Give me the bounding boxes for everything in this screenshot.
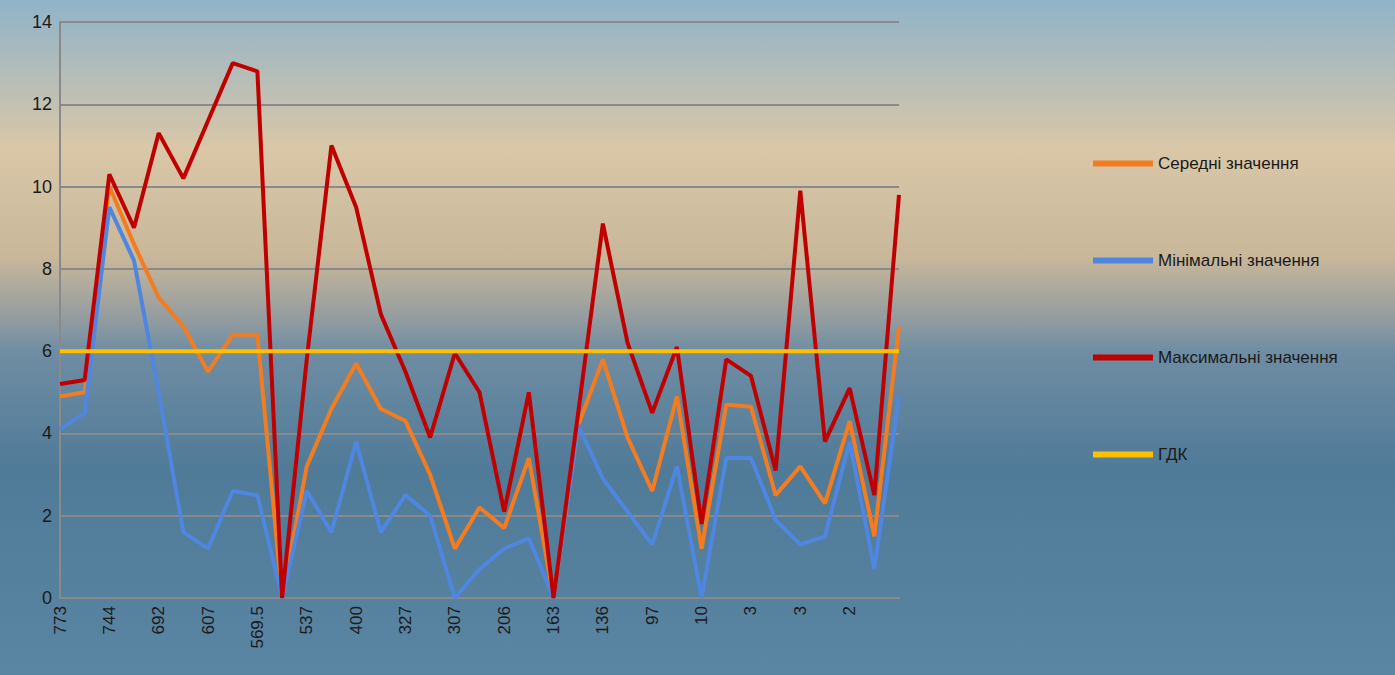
svg-text:692: 692: [149, 606, 168, 634]
svg-text:10: 10: [692, 606, 711, 625]
svg-text:10: 10: [32, 177, 52, 197]
svg-text:Середні значення: Середні значення: [1158, 154, 1299, 173]
svg-text:537: 537: [297, 606, 316, 634]
svg-text:97: 97: [643, 606, 662, 625]
svg-text:6: 6: [42, 341, 52, 361]
svg-text:3: 3: [741, 606, 760, 615]
svg-text:2: 2: [42, 506, 52, 526]
svg-text:327: 327: [396, 606, 415, 634]
svg-text:607: 607: [199, 606, 218, 634]
svg-text:2: 2: [840, 606, 859, 615]
svg-text:12: 12: [32, 94, 52, 114]
svg-text:744: 744: [100, 606, 119, 634]
svg-text:307: 307: [445, 606, 464, 634]
svg-text:4: 4: [42, 423, 52, 443]
svg-text:136: 136: [593, 606, 612, 634]
svg-text:3: 3: [791, 606, 810, 615]
svg-text:Максимальні значення: Максимальні значення: [1158, 348, 1338, 367]
svg-text:8: 8: [42, 259, 52, 279]
svg-text:400: 400: [347, 606, 366, 634]
svg-text:14: 14: [32, 12, 52, 32]
svg-text:ГДК: ГДК: [1158, 445, 1188, 464]
svg-text:773: 773: [51, 606, 70, 634]
svg-text:0: 0: [42, 588, 52, 608]
svg-text:Мінімальні значення: Мінімальні значення: [1158, 251, 1319, 270]
svg-text:163: 163: [544, 606, 563, 634]
svg-text:206: 206: [495, 606, 514, 634]
svg-text:569.5: 569.5: [248, 606, 267, 649]
